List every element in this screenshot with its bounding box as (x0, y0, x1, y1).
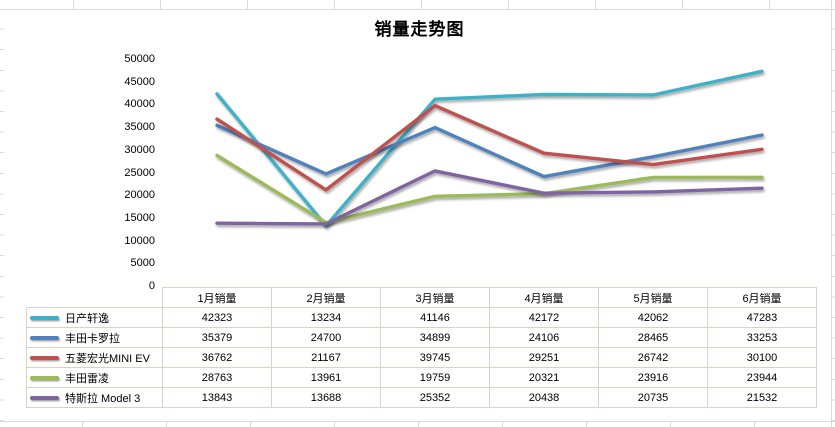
value-cell: 28465 (598, 327, 708, 348)
table-row: 丰田卡罗拉 35379 24700 34899 24106 28465 33253 (26, 327, 817, 348)
legend-cell-4: 特斯拉 Model 3 (26, 387, 163, 408)
y-axis-tick-label: 30000 (124, 143, 155, 156)
legend-swatch-icon (30, 355, 59, 360)
legend-swatch-icon (30, 395, 59, 400)
value-cell: 42172 (489, 307, 599, 328)
chart-title: 销量走势图 (374, 20, 465, 39)
legend-cell-3: 丰田雷凌 (26, 367, 163, 388)
series-name: 五菱宏光MINI EV (65, 352, 150, 365)
value-cell: 41146 (380, 307, 490, 328)
table-header-row: 1月销量 2月销量 3月销量 4月销量 5月销量 6月销量 (27, 287, 817, 308)
value-cell: 19759 (380, 367, 490, 388)
series-name: 丰田雷凌 (65, 372, 109, 385)
table-header-cell: 5月销量 (598, 287, 708, 308)
series-line-2 (215, 103, 764, 192)
y-axis-tick-label: 40000 (124, 98, 155, 111)
y-axis-tick-label: 25000 (124, 166, 155, 179)
value-cell: 13961 (271, 367, 381, 388)
value-cell: 21532 (707, 387, 817, 408)
value-cell: 30100 (707, 347, 817, 368)
table-header-cell: 3月销量 (380, 287, 490, 308)
sheet-gridline-top (0, 9, 835, 10)
chart-data-table: 1月销量 2月销量 3月销量 4月销量 5月销量 6月销量日产轩逸 42323 13234 41… (26, 287, 817, 408)
legend-cell-2: 五菱宏光MINI EV (26, 347, 163, 368)
value-cell: 23944 (707, 367, 817, 388)
value-cell: 20438 (489, 387, 599, 408)
value-cell: 42323 (162, 307, 272, 328)
series-line-4 (215, 169, 764, 226)
value-cell: 33253 (707, 327, 817, 348)
y-axis-tick-label: 35000 (124, 121, 155, 134)
legend-swatch-icon (30, 335, 59, 340)
value-cell: 24106 (489, 327, 599, 348)
value-cell: 25352 (380, 387, 490, 408)
y-axis-tick-label: 50000 (124, 53, 155, 65)
sheet-column-ticks-top (0, 0, 835, 9)
series-name: 特斯拉 Model 3 (65, 392, 141, 405)
value-cell: 29251 (489, 347, 599, 368)
value-cell: 21167 (271, 347, 381, 368)
table-row: 五菱宏光MINI EV 36762 21167 39745 29251 26742 3010… (26, 347, 817, 368)
y-axis-tick-label: 5000 (130, 257, 155, 270)
sheet-column-ticks-bottom (0, 422, 835, 427)
value-cell: 24700 (271, 327, 381, 348)
legend-swatch-icon (30, 315, 59, 320)
series-name: 日产轩逸 (65, 312, 109, 325)
value-cell: 36762 (162, 347, 272, 368)
table-header-cell: 2月销量 (271, 287, 381, 308)
value-cell: 34899 (380, 327, 490, 348)
table-corner-blank (27, 288, 163, 308)
value-cell: 47283 (707, 307, 817, 328)
y-axis-tick-label: 20000 (124, 189, 155, 202)
value-cell: 35379 (162, 327, 272, 348)
sheet-row-ticks-left (0, 0, 4, 427)
legend-cell-0: 日产轩逸 (26, 307, 163, 328)
value-cell: 20321 (489, 367, 599, 388)
sheet-row-ticks-right (831, 0, 835, 427)
legend-cell-1: 丰田卡罗拉 (26, 327, 163, 348)
series-line-3 (215, 153, 764, 225)
series-line-0 (215, 69, 764, 228)
series-line-1 (215, 123, 764, 179)
series-name: 丰田卡罗拉 (65, 332, 120, 345)
value-cell: 28763 (162, 367, 272, 388)
value-cell: 13843 (162, 387, 272, 408)
table-header-cell: 6月销量 (707, 287, 817, 308)
value-cell: 42062 (598, 307, 708, 328)
value-cell: 20735 (598, 387, 708, 408)
value-cell: 23916 (598, 367, 708, 388)
table-row: 丰田雷凌 28763 13961 19759 20321 23916 23944 (26, 367, 817, 388)
y-axis-tick-label: 0 (148, 280, 155, 292)
y-axis-tick-label: 45000 (124, 75, 155, 88)
value-cell: 26742 (598, 347, 708, 368)
table-row: 特斯拉 Model 3 13843 13688 25352 20438 20735 2153… (26, 387, 817, 408)
sheet-gridline-bottom (0, 421, 835, 422)
value-cell: 13688 (271, 387, 381, 408)
table-header-cell: 1月销量 (162, 287, 272, 308)
value-cell: 13234 (271, 307, 381, 328)
value-cell: 39745 (380, 347, 490, 368)
table-row: 日产轩逸 42323 13234 41146 42172 42062 47283 (26, 307, 817, 328)
y-axis-tick-label: 10000 (124, 234, 155, 247)
legend-swatch-icon (30, 375, 59, 380)
y-axis-tick-label: 15000 (124, 211, 155, 224)
table-header-cell: 4月销量 (489, 287, 599, 308)
